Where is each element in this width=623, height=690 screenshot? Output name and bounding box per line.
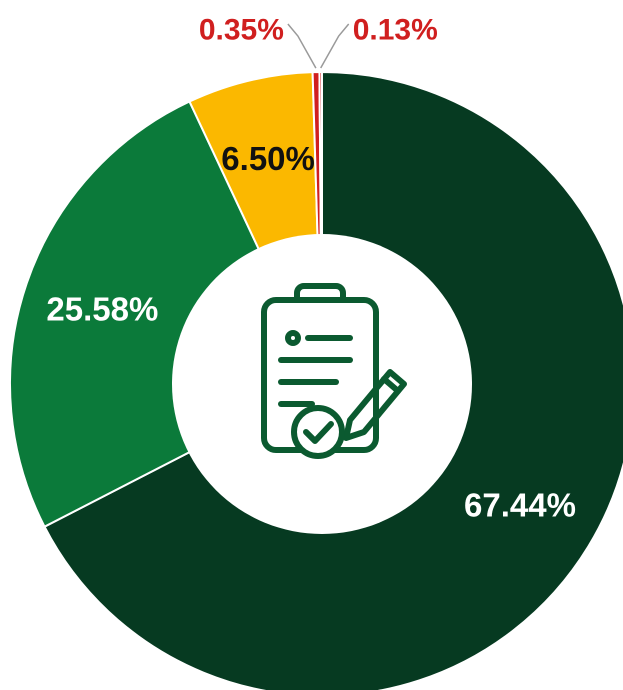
slice-label-4: 0.13% bbox=[353, 14, 438, 47]
slice-label-1: 25.58% bbox=[46, 291, 158, 328]
slice-label-2: 6.50% bbox=[221, 140, 315, 177]
label-leader-line-3 bbox=[287, 23, 317, 69]
slice-label-0: 67.44% bbox=[464, 486, 576, 523]
slice-labels: 67.44% 25.58% 6.50% 0.35% 0.13% bbox=[46, 14, 576, 524]
slice-label-3: 0.35% bbox=[199, 14, 284, 47]
clipboard-check-icon bbox=[261, 283, 407, 459]
label-leader-line-4 bbox=[320, 23, 350, 69]
